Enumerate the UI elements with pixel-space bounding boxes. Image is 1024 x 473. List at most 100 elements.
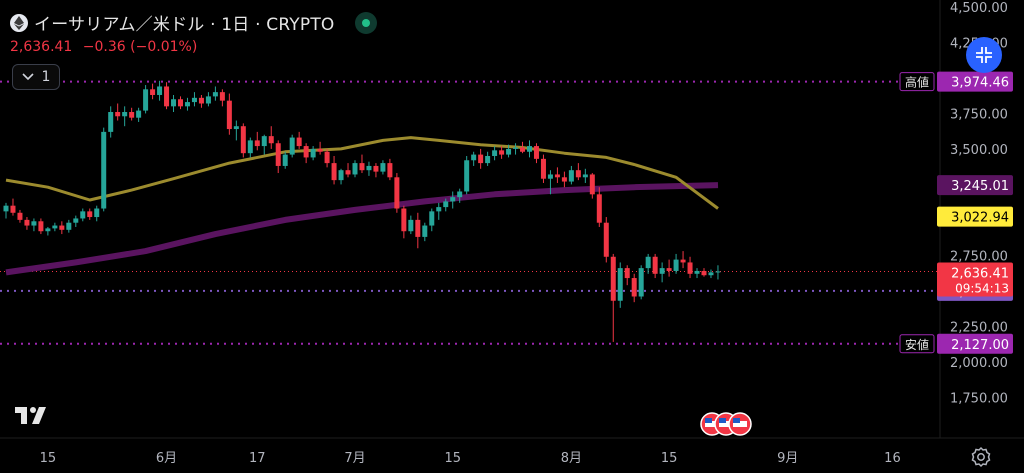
candle-body [631,278,637,297]
candle [645,253,651,274]
candle-body [603,222,609,257]
candle [527,140,532,158]
y-tick-label: 3,750.00 [950,107,1008,122]
candle [610,253,616,342]
candle-body [66,222,72,230]
price-tag [937,206,1013,227]
candle [680,251,686,269]
indicators-toggle-button[interactable]: 1 [12,64,60,90]
candle-body [38,221,44,232]
level-name-tag [899,334,935,354]
candle-body [617,268,623,301]
candle [108,106,114,138]
symbol-header[interactable]: イーサリアム／米ドル · 1日 · CRYPTO [10,10,377,35]
candle-body [478,154,484,164]
x-tick-label: 17 [249,451,266,466]
candle-body [715,271,721,273]
candle-body [317,148,323,152]
candle-body [352,163,358,175]
candle [129,107,135,121]
level-name-label: 安値 [905,337,929,352]
candle [478,148,484,169]
candle [226,93,232,135]
candle-body [303,146,309,158]
candle [540,154,546,183]
candle [233,120,239,141]
chevron-down-icon [21,73,34,81]
candle-body [345,170,351,175]
candle-body [3,205,9,212]
candle [554,167,560,183]
candle-body [310,148,316,158]
candle-body [464,160,470,192]
candle-body [219,92,225,101]
candle-body [94,208,100,218]
candle-body [136,110,142,118]
candle-body [673,259,679,271]
x-tick-label: 6月 [156,451,177,466]
candle [694,268,700,279]
candle [687,256,693,279]
candle-body [129,112,135,118]
candle-body [24,219,30,226]
candle-body [87,211,93,218]
collapse-arrows-icon[interactable] [966,37,1002,73]
candle [143,85,149,114]
candle [624,265,630,286]
candle [275,140,281,174]
candle-body [324,151,330,164]
candle-body [561,177,567,182]
candle [164,82,170,110]
candle [31,218,37,232]
candle-body [296,137,302,147]
candle [171,94,177,113]
tradingview-logo-icon[interactable] [15,404,53,426]
candle-body [143,89,149,111]
candle-body [666,268,672,271]
candle [338,168,344,185]
y-tick-label: 2,000.00 [950,356,1008,371]
candle [617,262,623,308]
candle-body [101,131,107,209]
last-price-text: 2,636.41 [10,39,73,55]
candle-body [708,272,714,276]
candle [492,146,498,161]
settings-gear-icon[interactable] [970,446,992,468]
candle-body [289,137,295,155]
candle [575,163,581,181]
candle [359,154,365,174]
candle-body [338,170,344,181]
candle [136,107,142,122]
candle [387,158,393,181]
candle-body [687,262,693,274]
candle [212,86,218,101]
candle-body [582,174,588,178]
candle [596,187,602,227]
candle-body [589,174,595,195]
candle-body [191,97,197,103]
candle-body [415,219,421,237]
candle-body [506,148,512,155]
candle [10,198,16,216]
candle [457,188,463,203]
candle [38,218,44,235]
candle [247,137,253,158]
candle-body [568,170,574,182]
candle [666,259,672,277]
candle-body [59,225,65,230]
candle [394,173,400,213]
x-tick-label: 16 [884,451,901,466]
candle-body [492,150,498,157]
candle [708,269,714,279]
candle [296,131,302,149]
candle-body [157,86,163,95]
candle-body [212,92,218,97]
candle [73,215,79,227]
y-tick-label: 4,500.00 [950,1,1008,16]
candle [499,146,505,159]
candle [24,217,30,230]
x-tick-label: 7月 [344,451,365,466]
candle-body [52,225,58,229]
candle-body [554,174,560,178]
